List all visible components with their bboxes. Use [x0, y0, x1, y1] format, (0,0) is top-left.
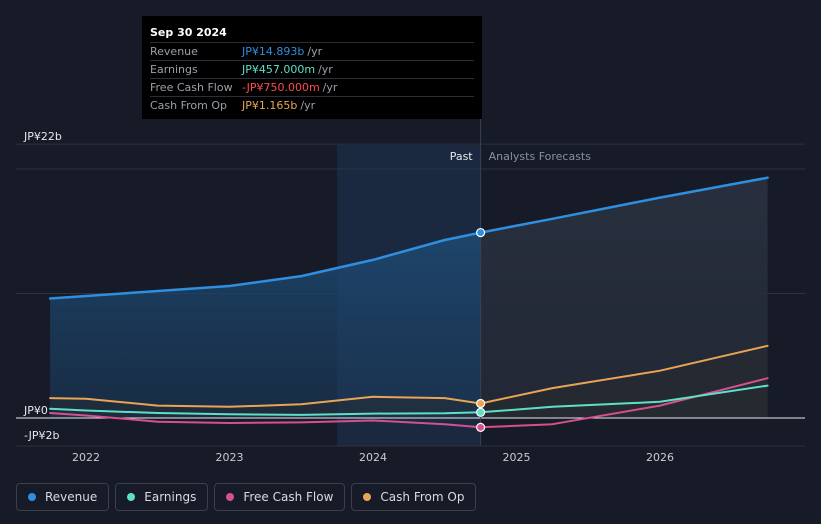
tooltip-unit: /yr [322, 81, 338, 94]
free-cash-flow-marker [476, 422, 486, 432]
cash-from-op-area [50, 345, 768, 418]
cash-from-op-line [49, 344, 769, 408]
tooltip-row-cash-from-op: Cash From Op JP¥1.165b /yr [150, 96, 474, 114]
legend-dot-icon [226, 493, 235, 501]
tooltip-date: Sep 30 2024 [150, 26, 227, 39]
tooltip-label: Free Cash Flow [150, 81, 233, 94]
cash-from-op-marker [476, 398, 486, 409]
tooltip-value: JP¥457.000m [242, 63, 316, 76]
tooltip-value: JP¥1.165b [242, 99, 298, 112]
x-tick-label: 2025 [503, 451, 531, 464]
chart-legend: Revenue Earnings Free Cash Flow Cash Fro… [16, 483, 477, 511]
revenue-line [48, 176, 769, 300]
past-label: Past [450, 150, 474, 163]
x-tick-label: 2024 [359, 451, 387, 464]
tooltip-label: Revenue [150, 45, 198, 58]
legend-label: Revenue [45, 490, 98, 504]
x-tick-label: 2022 [72, 451, 100, 464]
legend-item-free-cash-flow[interactable]: Free Cash Flow [214, 483, 346, 511]
tooltip-label: Cash From Op [150, 99, 228, 112]
tooltip-row-free-cash-flow: Free Cash Flow -JP¥750.000m /yr [150, 78, 474, 96]
legend-dot-icon [28, 493, 36, 501]
legend-label: Free Cash Flow [243, 490, 334, 504]
x-tick-label: 2023 [216, 451, 244, 464]
tooltip-row-earnings: Earnings JP¥457.000m /yr [150, 60, 474, 78]
revenue-area-past [50, 232, 481, 418]
tooltip-unit: /yr [307, 45, 323, 58]
legend-item-cash-from-op[interactable]: Cash From Op [351, 483, 477, 511]
data-tooltip: Sep 30 2024 Revenue JP¥14.893b /yr Earni… [142, 16, 482, 119]
legend-dot-icon [127, 493, 136, 501]
tooltip-value: JP¥14.893b [242, 45, 305, 58]
x-tick-label: 2026 [646, 451, 674, 464]
tooltip-row-revenue: Revenue JP¥14.893b /yr [150, 42, 474, 60]
revenue-area-forecast [480, 177, 768, 418]
tooltip-label: Earnings [150, 63, 198, 76]
legend-item-earnings[interactable]: Earnings [115, 483, 209, 511]
forecast-label: Analysts Forecasts [489, 150, 592, 163]
tooltip-unit: /yr [318, 63, 333, 76]
legend-item-revenue[interactable]: Revenue [16, 483, 110, 511]
earnings-line [49, 384, 769, 416]
earnings-marker [476, 407, 486, 417]
y-axis-label: JP¥22b [23, 130, 62, 143]
y-axis-label: -JP¥2b [24, 429, 59, 442]
free-cash-flow-line [49, 377, 769, 429]
legend-dot-icon [363, 493, 372, 501]
revenue-marker [476, 227, 486, 238]
legend-label: Cash From Op [380, 490, 465, 504]
y-axis-label: JP¥0 [23, 404, 48, 417]
tooltip-value: -JP¥750.000m [242, 81, 320, 94]
tooltip-unit: /yr [300, 99, 316, 112]
legend-label: Earnings [144, 490, 197, 504]
